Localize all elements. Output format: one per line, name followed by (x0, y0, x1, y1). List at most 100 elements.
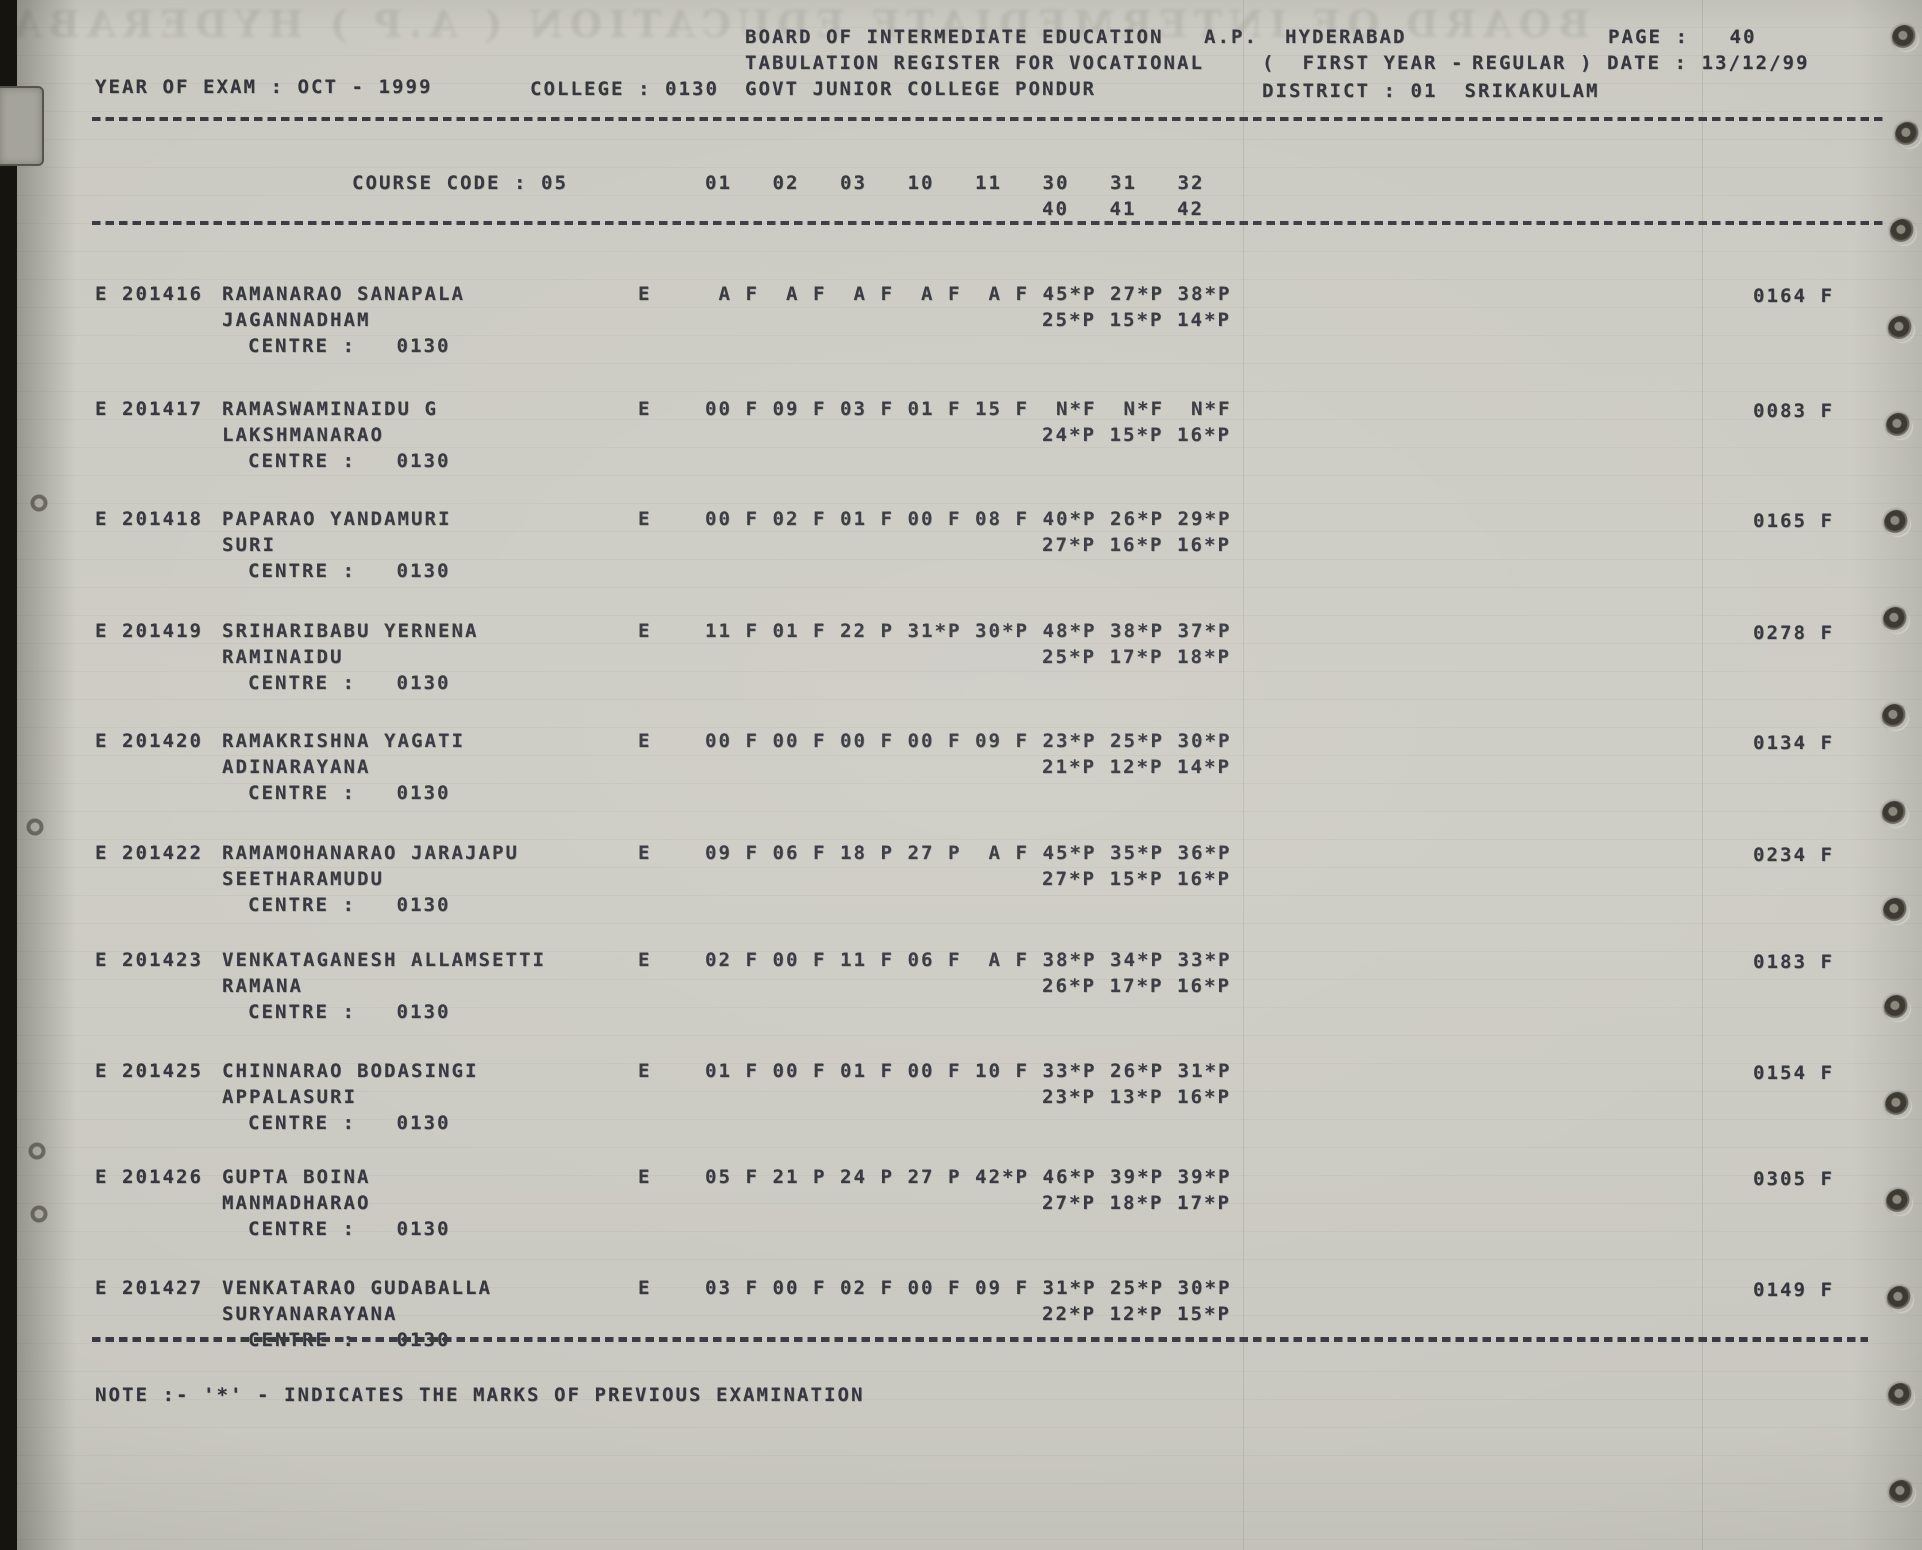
medium: E (638, 398, 652, 420)
total-result: 0183 F (1753, 951, 1834, 973)
marks-line2: 27*P 16*P 16*P (1042, 534, 1231, 556)
binding-mark (0, 1382, 16, 1412)
student-row: E 201419 SRIHARIBABU YERNENA RAMINAIDU C… (0, 620, 1922, 730)
left-punch-hole (28, 1142, 46, 1160)
punch-hole (1886, 1189, 1912, 1215)
spine-tab (0, 86, 44, 166)
student-father-name: JAGANNADHAM (222, 309, 371, 331)
separator-dashed-line (92, 221, 1884, 225)
student-name: GUPTA BOINA (222, 1166, 371, 1188)
punch-hole (1888, 1383, 1914, 1409)
marks-line1: A F A F A F A F A F 45*P 27*P 38*P (705, 283, 1232, 305)
medium: E (638, 508, 652, 530)
binding-mark (0, 1088, 16, 1118)
student-row: E 201420 RAMAKRISHNA YAGATI ADINARAYANA … (0, 730, 1922, 840)
marks-line1: 11 F 01 F 22 P 31*P 30*P 48*P 38*P 37*P (705, 620, 1232, 642)
total-result: 0149 F (1753, 1279, 1834, 1301)
marks-line1: 01 F 00 F 01 F 00 F 10 F 33*P 26*P 31*P (705, 1060, 1232, 1082)
total-result: 0278 F (1753, 622, 1834, 644)
register-title: TABULATION REGISTER FOR VOCATIONAL (745, 52, 1204, 74)
binding-mark (0, 618, 16, 648)
punch-hole (1883, 607, 1909, 633)
binding-mark (0, 996, 16, 1026)
binding-mark (0, 1182, 16, 1212)
regular-date: REGULAR ) DATE : 13/12/99 (1472, 52, 1810, 74)
total-result: 0234 F (1753, 844, 1834, 866)
total-result: 0083 F (1753, 400, 1834, 422)
total-result: 0165 F (1753, 510, 1834, 532)
student-reg-no: E 201426 (95, 1166, 203, 1188)
medium: E (638, 1060, 652, 1082)
marks-line2: 26*P 17*P 16*P (1042, 975, 1231, 997)
student-name: VENKATARAO GUDABALLA (222, 1277, 492, 1299)
punch-hole (1885, 1092, 1911, 1118)
marks-line2: 27*P 18*P 17*P (1042, 1192, 1231, 1214)
marks-line2: 25*P 17*P 18*P (1042, 646, 1231, 668)
left-punch-hole (30, 1205, 48, 1223)
medium: E (638, 1166, 652, 1188)
medium: E (638, 730, 652, 752)
punch-hole (1890, 219, 1916, 245)
medium: E (638, 283, 652, 305)
binding-mark (0, 902, 16, 932)
student-row: E 201422 RAMAMOHANARAO JARAJAPU SEETHARA… (0, 842, 1922, 952)
student-name: SRIHARIBABU YERNENA (222, 620, 479, 642)
student-row: E 201417 RAMASWAMINAIDU G LAKSHMANARAO C… (0, 398, 1922, 508)
student-reg-no: E 201425 (95, 1060, 203, 1082)
student-reg-no: E 201417 (95, 398, 203, 420)
binding-mark (0, 712, 16, 742)
marks-line2: 21*P 12*P 14*P (1042, 756, 1231, 778)
centre-code: CENTRE : 0130 (248, 450, 451, 472)
total-result: 0164 F (1753, 285, 1834, 307)
student-reg-no: E 201420 (95, 730, 203, 752)
binding-mark (0, 330, 16, 360)
student-father-name: LAKSHMANARAO (222, 424, 384, 446)
student-father-name: SURYANARAYANA (222, 1303, 398, 1325)
centre-code: CENTRE : 0130 (248, 1218, 451, 1240)
punch-hole (1884, 510, 1910, 536)
student-row: E 201423 VENKATAGANESH ALLAMSETTI RAMANA… (0, 949, 1922, 1059)
separator-dashed-line (92, 117, 1884, 121)
student-name: RAMAMOHANARAO JARAJAPU (222, 842, 519, 864)
punch-hole (1892, 25, 1918, 51)
centre-code: CENTRE : 0130 (248, 894, 451, 916)
separator-dashed-line (92, 1337, 1868, 1342)
centre-code: CENTRE : 0130 (248, 1112, 451, 1134)
medium: E (638, 1277, 652, 1299)
college-name: GOVT JUNIOR COLLEGE PONDUR (745, 78, 1096, 100)
course-code-label: COURSE CODE : 05 (352, 172, 568, 194)
student-reg-no: E 201422 (95, 842, 203, 864)
book-spine-edge (0, 0, 17, 1550)
total-result: 0305 F (1753, 1168, 1834, 1190)
marks-line1: 02 F 00 F 11 F 06 F A F 38*P 34*P 33*P (705, 949, 1232, 971)
subject-codes-row2: 40 41 42 (1042, 198, 1204, 220)
marks-line1: 00 F 09 F 03 F 01 F 15 F N*F N*F N*F (705, 398, 1232, 420)
punch-hole (1889, 1480, 1915, 1506)
total-result: 0154 F (1753, 1062, 1834, 1084)
marks-line1: 00 F 00 F 00 F 00 F 09 F 23*P 25*P 30*P (705, 730, 1232, 752)
student-reg-no: E 201418 (95, 508, 203, 530)
punch-hole (1888, 316, 1914, 342)
centre-code: CENTRE : 0130 (248, 672, 451, 694)
footnote: NOTE :- '*' - INDICATES THE MARKS OF PRE… (95, 1384, 865, 1406)
register-year-type: ( FIRST YEAR - (1262, 52, 1465, 74)
student-father-name: MANMADHARAO (222, 1192, 371, 1214)
left-punch-hole (26, 818, 44, 836)
medium: E (638, 620, 652, 642)
student-name: RAMASWAMINAIDU G (222, 398, 438, 420)
student-father-name: RAMANA (222, 975, 303, 997)
marks-line2: 27*P 15*P 16*P (1042, 868, 1231, 890)
board-title: BOARD OF INTERMEDIATE EDUCATION A.P. HYD… (745, 26, 1407, 48)
centre-code: CENTRE : 0130 (248, 335, 451, 357)
student-father-name: RAMINAIDU (222, 646, 344, 668)
marks-line2: 23*P 13*P 16*P (1042, 1086, 1231, 1108)
student-father-name: SEETHARAMUDU (222, 868, 384, 890)
punch-hole (1882, 801, 1908, 827)
student-row: E 201426 GUPTA BOINA MANMADHARAO CENTRE … (0, 1166, 1922, 1276)
binding-mark (0, 425, 16, 455)
student-reg-no: E 201427 (95, 1277, 203, 1299)
college-code: COLLEGE : 0130 (530, 78, 719, 100)
marks-line1: 00 F 02 F 01 F 00 F 08 F 40*P 26*P 29*P (705, 508, 1232, 530)
marks-line1: 05 F 21 P 24 P 27 P 42*P 46*P 39*P 39*P (705, 1166, 1232, 1188)
